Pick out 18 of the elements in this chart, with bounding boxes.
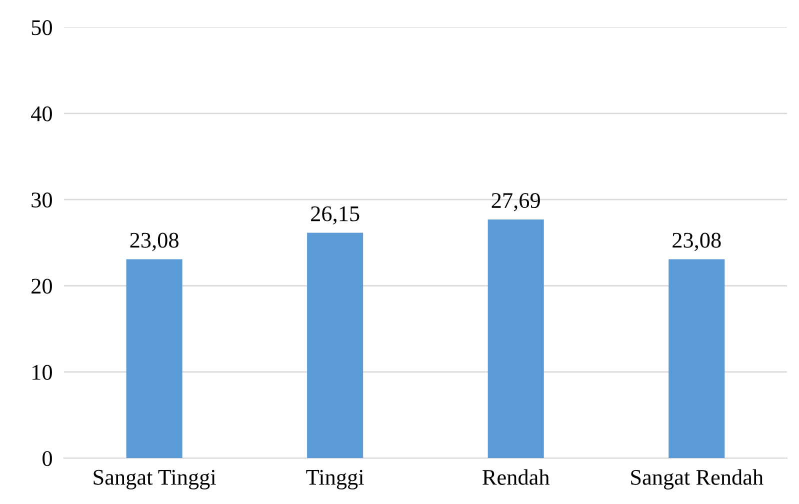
y-tick-label: 50	[32, 20, 52, 36]
x-tick-label: Tinggi	[306, 470, 364, 490]
data-label: 27,69	[492, 193, 540, 212]
x-tick-label: Sangat Rendah	[631, 469, 764, 490]
y-tick-label: 30	[32, 192, 52, 208]
bar	[307, 232, 364, 458]
data-label: 23,08	[672, 232, 721, 251]
y-tick-label: 10	[32, 364, 52, 380]
data-label: 26,15	[311, 206, 360, 225]
x-tick-label: Sangat Tinggi	[94, 470, 216, 490]
bar	[668, 259, 725, 458]
bar	[488, 219, 544, 458]
bar	[126, 259, 182, 458]
y-tick-label: 0	[42, 451, 52, 466]
y-tick-label: 20	[32, 278, 52, 294]
x-tick-label: Rendah	[482, 469, 550, 485]
data-label: 23,08	[130, 232, 178, 251]
y-tick-label: 40	[31, 106, 52, 122]
